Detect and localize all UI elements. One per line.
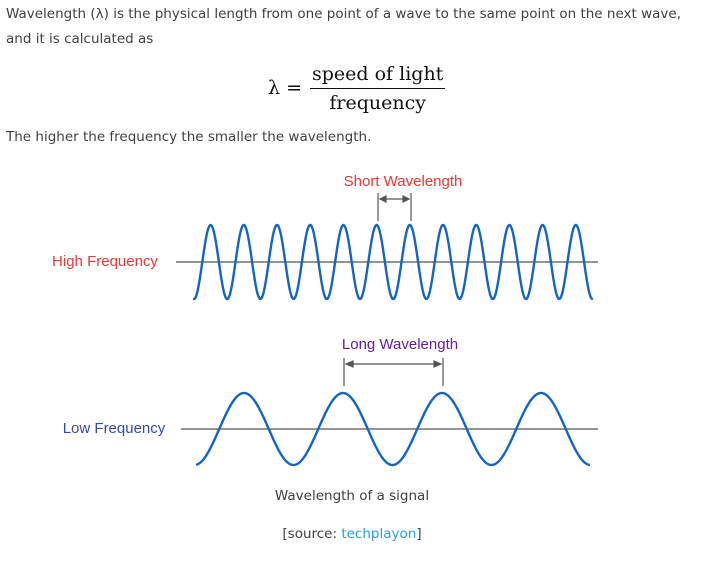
- formula-numerator: speed of light: [310, 62, 446, 89]
- high-frequency-wave: [192, 223, 594, 301]
- figure-caption: Wavelength of a signal: [274, 488, 430, 504]
- intro-paragraph: Wavelength (λ) is the physical length fr…: [6, 6, 681, 47]
- low-frequency-wave: [195, 391, 591, 467]
- low-frequency-label: Low Frequency: [63, 420, 166, 437]
- source-link[interactable]: techplayon: [341, 526, 417, 542]
- formula-denominator: frequency: [329, 91, 426, 114]
- long-wavelength-label: Long Wavelength: [342, 336, 458, 353]
- formula-lhs: λ =: [268, 77, 303, 99]
- high-frequency-label: High Frequency: [52, 253, 158, 270]
- source-suffix: ]: [416, 526, 422, 542]
- source-prefix: [source:: [282, 526, 342, 542]
- short-wavelength-label: Short Wavelength: [344, 173, 463, 190]
- formula-fraction: speed of light frequency: [310, 62, 446, 115]
- conclusion-paragraph: The higher the frequency the smaller the…: [6, 129, 372, 145]
- short-wavelength-marker: [377, 193, 412, 221]
- long-wavelength-marker: [343, 358, 444, 386]
- figure-source: [source: techplayon]: [0, 526, 704, 542]
- wavelength-formula: λ = speed of light frequency: [268, 58, 446, 118]
